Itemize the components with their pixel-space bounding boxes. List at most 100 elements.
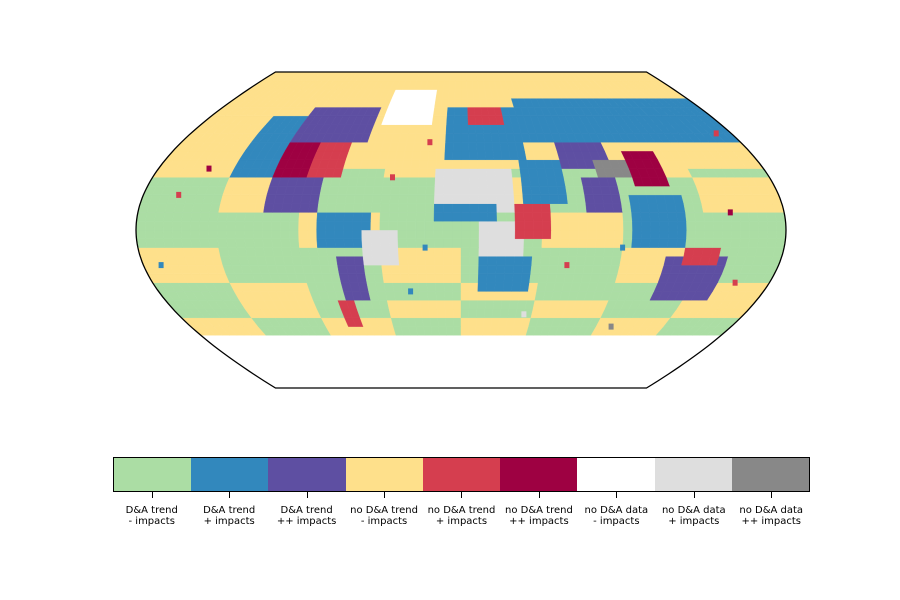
map-cell: [467, 326, 477, 336]
map-cell: [505, 203, 516, 213]
map-cell: [559, 229, 570, 240]
map-cell: [424, 115, 434, 125]
map-cell: [467, 124, 477, 134]
map-cell: [452, 168, 462, 178]
map-cell: [438, 326, 447, 336]
map-cell: [630, 247, 641, 257]
map-cell: [452, 177, 462, 187]
map-cell: [665, 247, 677, 257]
map-cell: [451, 185, 462, 196]
map-cell: [650, 220, 660, 231]
map-cell: [465, 72, 473, 82]
map-cell: [171, 229, 182, 240]
map-cell: [145, 212, 157, 222]
map-cell: [424, 203, 435, 213]
map-cell: [521, 264, 532, 275]
map-cell: [445, 317, 454, 327]
map-cell: [180, 220, 191, 231]
map-cell: [309, 256, 321, 266]
map-cell: [446, 115, 455, 125]
map-cell: [503, 273, 514, 283]
map-cell: [326, 203, 337, 213]
map-cell: [254, 203, 266, 213]
map-cell: [484, 141, 494, 152]
map-cell: [434, 185, 444, 196]
map-cell: [417, 273, 427, 283]
map-cell: [381, 185, 392, 196]
map-cell: [316, 238, 327, 248]
map-cell: [244, 229, 254, 240]
map-cell: [486, 264, 497, 275]
map-cell: [478, 247, 489, 257]
map-cell: [475, 317, 485, 327]
map-cell: [281, 247, 292, 257]
map-cell: [504, 264, 515, 275]
map-cell: [325, 238, 336, 248]
map-cell: [460, 229, 471, 240]
map-cell: [668, 229, 678, 240]
map-cell: [460, 203, 471, 213]
map-cell: [388, 229, 399, 240]
map-cell: [372, 264, 383, 275]
map-cell: [262, 212, 273, 222]
map-cell: [154, 212, 166, 222]
map-cell: [434, 256, 444, 266]
map-cell: [496, 212, 507, 222]
map-cell: [452, 282, 462, 292]
map-cell: [253, 229, 263, 240]
map-cell: [208, 238, 219, 248]
map-cell: [289, 229, 299, 240]
map-cell: [418, 291, 429, 301]
map-cell-scatter: [176, 191, 182, 198]
map-cell: [441, 361, 450, 371]
map-cell: [468, 291, 479, 301]
map-cell: [443, 185, 453, 196]
map-cell: [482, 326, 492, 336]
map-cell: [408, 273, 419, 283]
map-cell: [271, 229, 281, 240]
map-cell: [486, 177, 497, 187]
map-cell: [399, 264, 410, 275]
map-cell: [650, 229, 660, 240]
map-cell: [595, 212, 606, 222]
map-cell: [439, 343, 449, 354]
map-cell: [444, 379, 451, 388]
map-cell: [163, 238, 175, 248]
map-cell: [401, 159, 412, 169]
map-cell: [478, 194, 488, 204]
map-cell: [370, 229, 381, 240]
map-cell: [298, 238, 309, 248]
map-cell: [767, 229, 778, 240]
map-cell: [486, 185, 497, 196]
map-cell: [443, 264, 453, 275]
map-cell: [235, 238, 246, 248]
map-cell: [703, 238, 714, 248]
map-cell: [621, 203, 632, 213]
map-cell: [419, 300, 430, 310]
map-cell: [568, 229, 579, 240]
map-cell: [427, 150, 438, 161]
map-cell: [496, 247, 507, 257]
map-cell: [505, 229, 516, 240]
map-cell: [388, 238, 399, 248]
map-cell: [474, 115, 483, 125]
map-cell: [593, 194, 604, 204]
map-cell: [594, 247, 605, 257]
map-cell: [334, 212, 345, 222]
map-cell: [444, 150, 454, 161]
map-cell: [505, 220, 516, 231]
map-cell: [677, 220, 687, 231]
map-cell: [390, 264, 401, 275]
map-cell: [511, 168, 522, 178]
map-cell: [505, 247, 516, 257]
map-cell: [512, 185, 523, 196]
map-cell: [577, 220, 588, 231]
map-cell: [577, 229, 588, 240]
map-cell: [446, 335, 455, 345]
map-cell: [575, 194, 587, 204]
map-cell: [514, 220, 525, 231]
map-cell: [442, 220, 453, 231]
map-cell: [423, 326, 433, 336]
map-cell: [476, 141, 486, 152]
map-cell: [529, 177, 540, 187]
